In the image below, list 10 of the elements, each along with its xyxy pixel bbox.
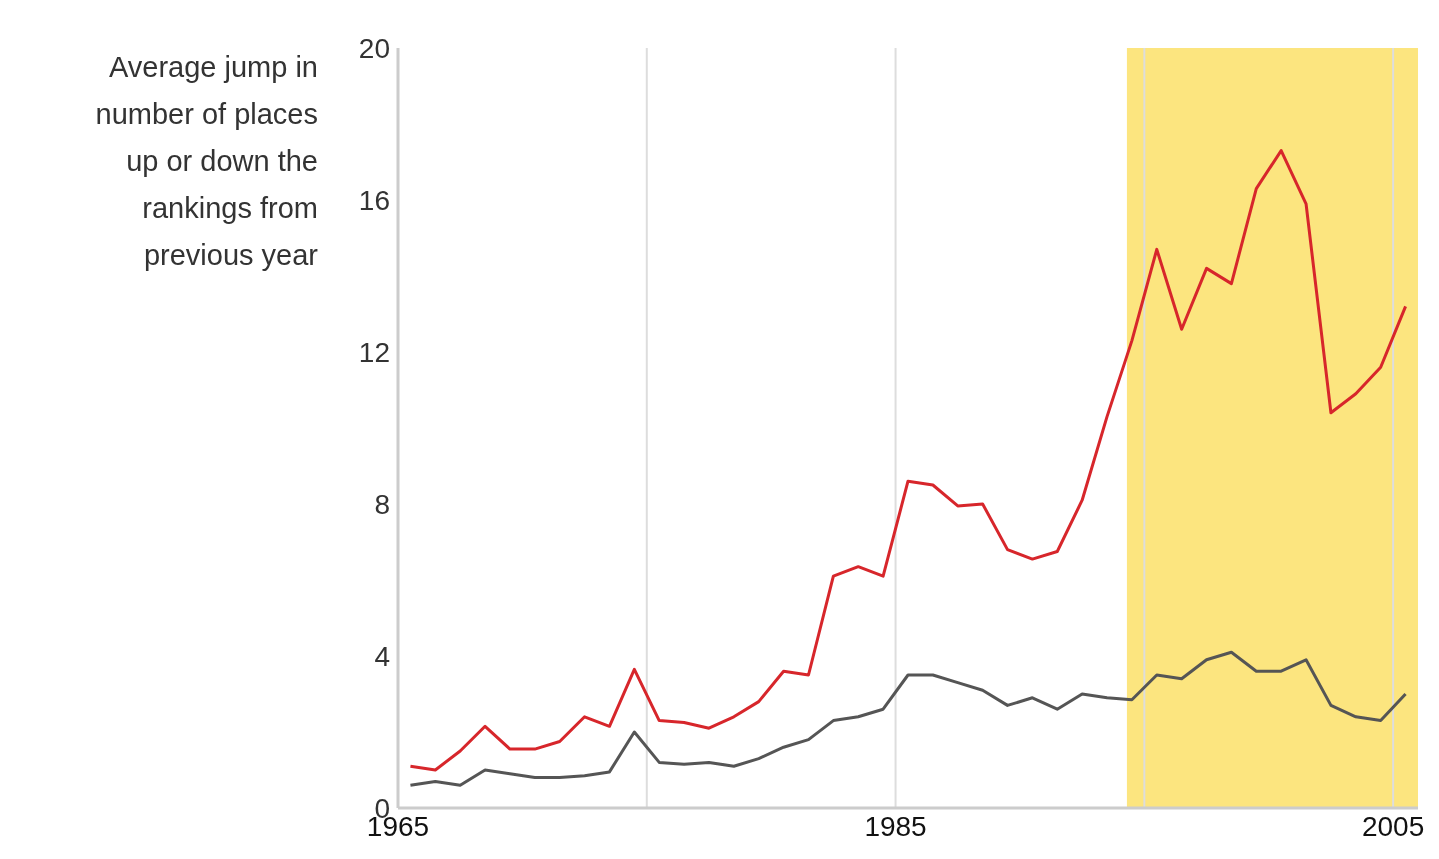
y-tick-label: 20 [358,32,390,64]
y-tick-label: 16 [358,184,390,216]
y-tick-label: 12 [358,336,390,368]
y-tick-label: 8 [374,488,390,520]
x-tick-label: 2005 [1361,810,1425,842]
y-tick-label: 4 [374,640,390,672]
line-series [408,149,1408,772]
y-axis-title: Average jump in number of places up or down the rankings from previous year [94,50,318,273]
line-series [408,650,1408,787]
x-tick-label: 1985 [864,810,927,842]
